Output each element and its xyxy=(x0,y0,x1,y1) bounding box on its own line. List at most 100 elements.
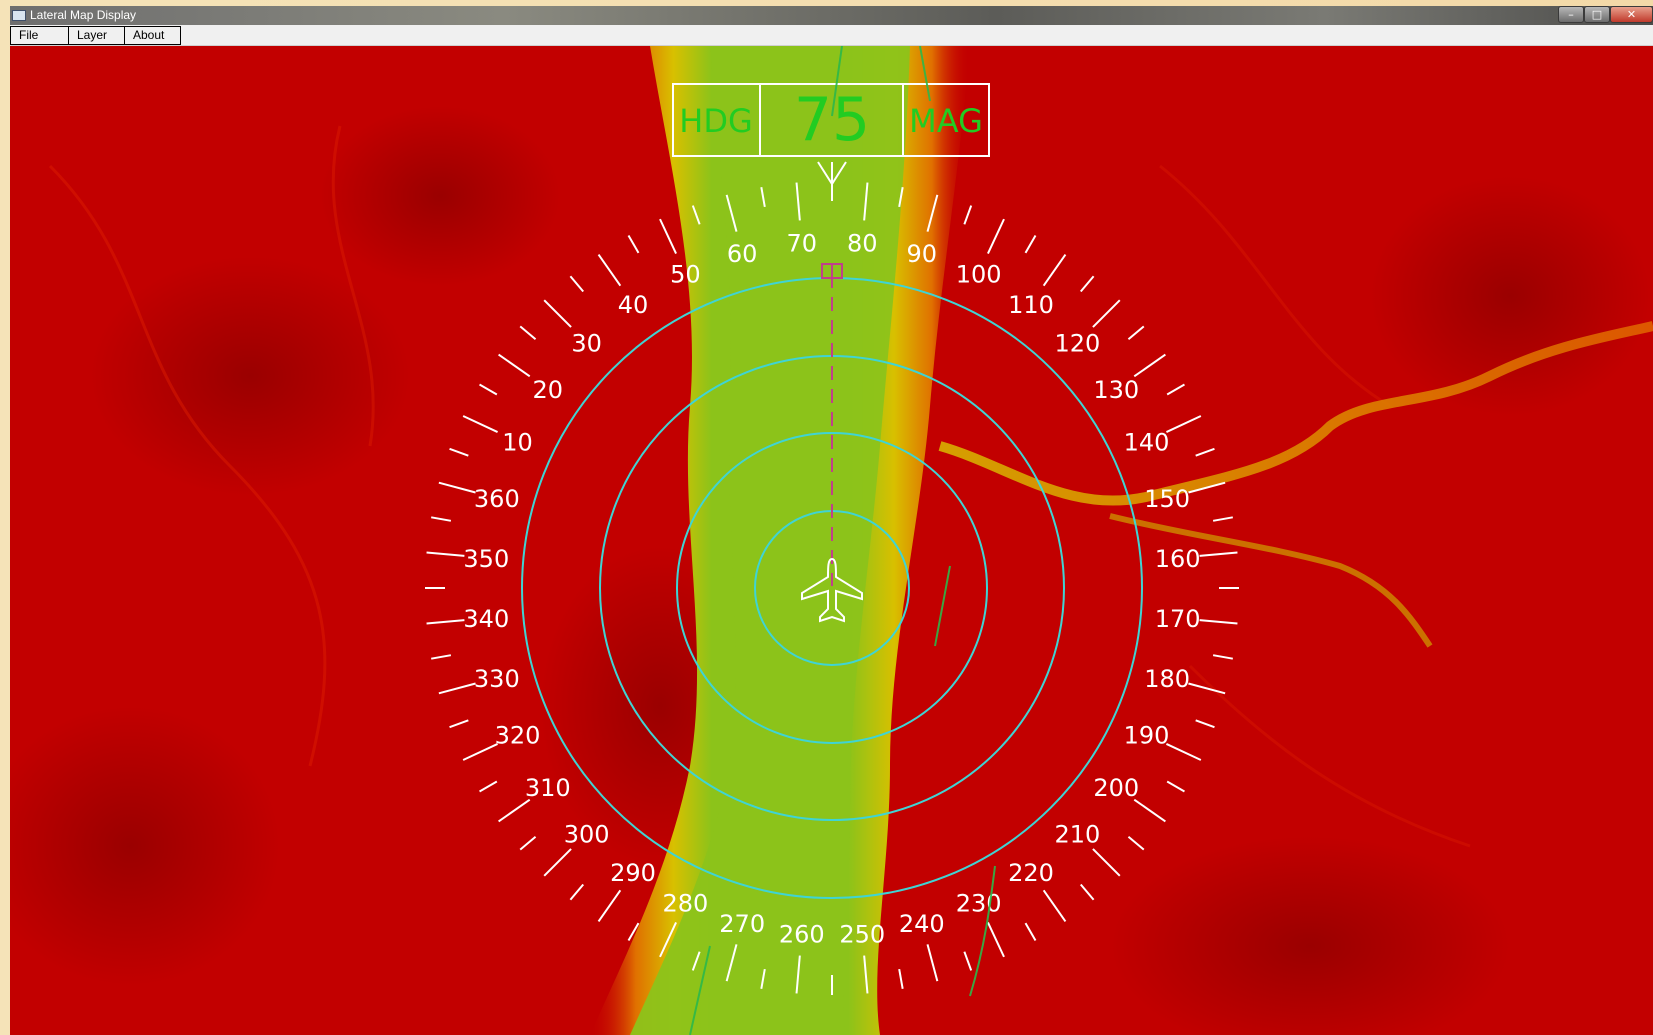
compass-label-150: 150 xyxy=(1144,485,1190,513)
compass-label-70: 70 xyxy=(786,229,817,257)
compass-tick xyxy=(1042,254,1067,287)
compass-tick xyxy=(760,187,766,208)
compass-label-160: 160 xyxy=(1155,545,1201,573)
compass-label-270: 270 xyxy=(719,910,765,938)
compass-tick xyxy=(691,951,701,971)
maximize-button[interactable]: □ xyxy=(1584,6,1610,23)
compass-tick xyxy=(1166,743,1202,761)
compass-tick xyxy=(760,968,766,989)
compass-tick xyxy=(795,955,801,994)
compass-tick xyxy=(449,719,469,729)
compass-tick xyxy=(462,415,498,433)
compass-tick xyxy=(926,194,939,232)
compass-label-230: 230 xyxy=(956,889,1002,917)
compass-label-30: 30 xyxy=(571,330,602,358)
compass-tick xyxy=(898,968,904,989)
compass-tick xyxy=(963,205,973,225)
compass-tick xyxy=(1212,516,1233,522)
compass-tick xyxy=(1195,447,1215,457)
compass-tick xyxy=(863,955,869,994)
menu-about[interactable]: About xyxy=(124,26,181,45)
compass-label-90: 90 xyxy=(907,240,938,268)
compass-tick xyxy=(426,619,465,625)
compass-label-180: 180 xyxy=(1144,665,1190,693)
compass-tick xyxy=(1024,922,1037,941)
compass-label-120: 120 xyxy=(1054,330,1100,358)
compass-label-310: 310 xyxy=(525,774,571,802)
compass-tick xyxy=(431,654,452,660)
compass-label-340: 340 xyxy=(463,605,509,633)
compass-tick xyxy=(498,353,531,378)
compass-tick xyxy=(438,481,476,494)
compass-label-200: 200 xyxy=(1093,774,1139,802)
heading-label: HDG xyxy=(679,102,753,140)
compass-label-110: 110 xyxy=(1008,291,1054,319)
compass-label-240: 240 xyxy=(899,910,945,938)
compass-tick xyxy=(479,780,498,793)
title-bar[interactable]: Lateral Map Display – □ ✕ xyxy=(10,6,1653,25)
compass-tick xyxy=(898,187,904,208)
compass-tick xyxy=(863,182,869,221)
compass-tick xyxy=(569,883,585,901)
compass-tick xyxy=(1166,415,1202,433)
compass-tick xyxy=(987,218,1005,254)
compass-label-330: 330 xyxy=(474,665,520,693)
compass-tick xyxy=(597,889,622,922)
compass-label-320: 320 xyxy=(495,722,541,750)
compass-tick xyxy=(627,235,640,254)
compass-tick xyxy=(1199,551,1238,557)
compass-tick xyxy=(627,922,640,941)
compass-tick xyxy=(426,551,465,557)
compass-tick xyxy=(543,848,572,877)
menu-layer[interactable]: Layer xyxy=(68,26,125,45)
compass-tick xyxy=(1092,299,1121,328)
compass-tick xyxy=(569,275,585,293)
minimize-button[interactable]: – xyxy=(1558,6,1584,23)
compass-label-10: 10 xyxy=(502,428,533,456)
compass-tick xyxy=(659,922,677,958)
compass-tick xyxy=(519,835,537,851)
compass-tick xyxy=(1127,325,1145,341)
compass-label-360: 360 xyxy=(474,485,520,513)
compass-tick xyxy=(1133,353,1166,378)
lateral-map-view[interactable]: 10 20 30 40 50 60 70 80 90 100 110 120 130 140 150 160 1… xyxy=(10,46,1653,1035)
compass-tick xyxy=(462,743,498,761)
compass-tick xyxy=(1079,275,1095,293)
compass-label-260: 260 xyxy=(779,921,825,949)
menu-bar: File Layer About xyxy=(10,25,1653,46)
compass-tick xyxy=(438,682,476,695)
heading-value: 75 xyxy=(794,85,870,155)
heading-pointer-icon xyxy=(817,161,847,186)
compass-tick xyxy=(1199,619,1238,625)
compass-tick xyxy=(519,325,537,341)
heading-reference-label: MAG xyxy=(909,102,983,140)
compass-tick xyxy=(1042,889,1067,922)
valley-floor xyxy=(630,46,910,1035)
road-traces xyxy=(689,46,996,1035)
compass-tick xyxy=(597,254,622,287)
compass-label-280: 280 xyxy=(662,889,708,917)
compass-label-80: 80 xyxy=(847,229,878,257)
compass-tick xyxy=(1079,883,1095,901)
compass-label-250: 250 xyxy=(839,921,885,949)
terrain-creek xyxy=(938,321,1653,506)
close-button[interactable]: ✕ xyxy=(1610,6,1653,23)
compass-tick xyxy=(1092,848,1121,877)
compass-tick xyxy=(1188,481,1226,494)
compass-label-130: 130 xyxy=(1093,376,1139,404)
compass-tick xyxy=(431,516,452,522)
menu-file[interactable]: File xyxy=(10,26,69,45)
compass-tick xyxy=(498,798,531,823)
compass-tick xyxy=(449,447,469,457)
compass-label-60: 60 xyxy=(727,240,758,268)
compass-label-290: 290 xyxy=(610,859,656,887)
compass-tick xyxy=(543,299,572,328)
heading-box: HDG 75 MAG xyxy=(672,83,990,157)
compass-tick xyxy=(1024,235,1037,254)
compass-tick xyxy=(926,944,939,982)
compass-tick xyxy=(1166,383,1185,396)
compass-label-100: 100 xyxy=(956,261,1002,289)
app-icon xyxy=(12,10,26,21)
compass-label-220: 220 xyxy=(1008,859,1054,887)
